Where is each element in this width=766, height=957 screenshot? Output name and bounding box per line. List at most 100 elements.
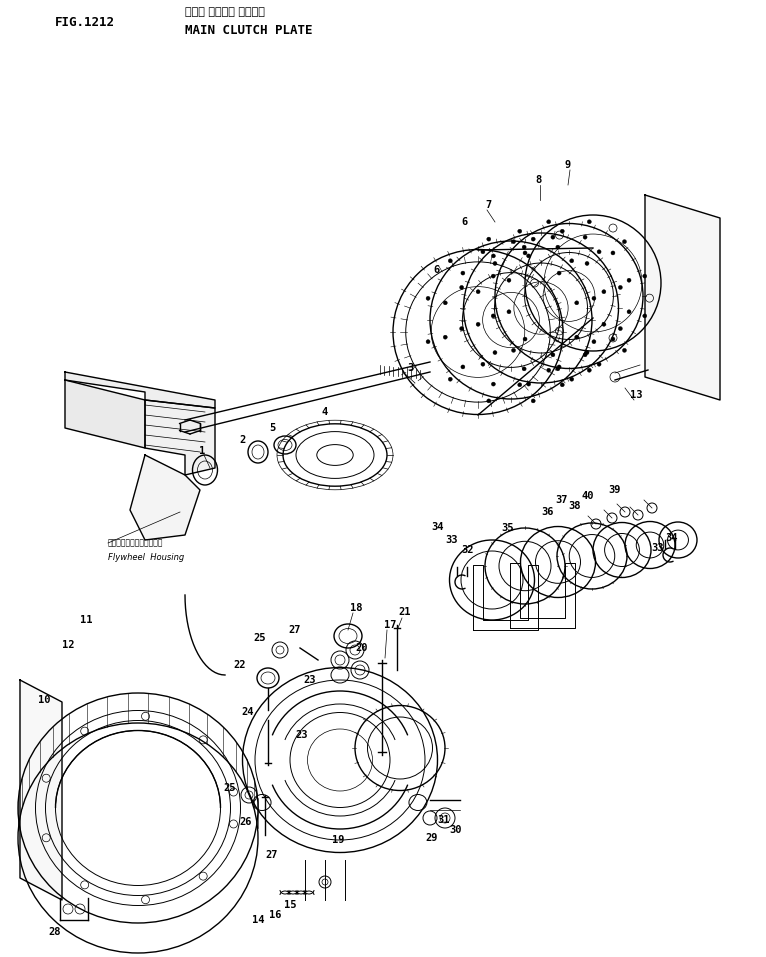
Circle shape xyxy=(532,237,535,241)
Circle shape xyxy=(570,258,574,263)
Circle shape xyxy=(476,290,480,294)
Circle shape xyxy=(526,382,531,386)
Circle shape xyxy=(597,362,601,367)
Circle shape xyxy=(623,239,627,244)
Circle shape xyxy=(426,340,430,344)
Text: 19: 19 xyxy=(332,835,344,845)
Text: 17: 17 xyxy=(384,620,396,630)
Circle shape xyxy=(491,274,496,278)
Circle shape xyxy=(426,297,430,300)
Polygon shape xyxy=(130,455,200,540)
Circle shape xyxy=(556,245,560,249)
Text: メイン クラッチ プレート: メイン クラッチ プレート xyxy=(185,7,265,17)
Circle shape xyxy=(507,278,511,282)
Text: 6: 6 xyxy=(434,265,440,275)
Text: 16: 16 xyxy=(269,910,281,920)
Text: 32: 32 xyxy=(462,545,474,555)
Circle shape xyxy=(588,368,591,372)
Text: 8: 8 xyxy=(535,175,541,185)
Circle shape xyxy=(583,353,587,357)
Text: 38: 38 xyxy=(568,501,581,511)
Circle shape xyxy=(557,365,561,369)
Polygon shape xyxy=(65,380,145,448)
Circle shape xyxy=(643,274,647,278)
Circle shape xyxy=(585,350,589,354)
Circle shape xyxy=(518,383,522,387)
Circle shape xyxy=(448,258,452,263)
Text: 15: 15 xyxy=(283,900,296,910)
Text: 33: 33 xyxy=(446,535,458,545)
Text: MAIN CLUTCH PLATE: MAIN CLUTCH PLATE xyxy=(185,24,313,36)
Circle shape xyxy=(551,353,555,357)
Text: 27: 27 xyxy=(266,850,278,860)
Text: 26: 26 xyxy=(240,817,252,827)
Text: 40: 40 xyxy=(581,491,594,501)
Circle shape xyxy=(611,337,615,341)
Text: 10: 10 xyxy=(38,695,51,705)
Polygon shape xyxy=(65,372,215,408)
Circle shape xyxy=(444,335,447,339)
Text: 12: 12 xyxy=(62,640,74,650)
Text: 34: 34 xyxy=(432,522,444,532)
Text: 5: 5 xyxy=(269,423,275,433)
Text: 3: 3 xyxy=(407,363,413,373)
Text: Flywheel  Housing: Flywheel Housing xyxy=(108,552,185,562)
Circle shape xyxy=(597,250,601,254)
Text: 2: 2 xyxy=(239,435,245,445)
Circle shape xyxy=(523,251,527,255)
Circle shape xyxy=(618,326,622,330)
Circle shape xyxy=(460,326,463,330)
Text: 20: 20 xyxy=(355,643,368,653)
Text: 21: 21 xyxy=(399,607,411,617)
Text: 34: 34 xyxy=(666,533,678,543)
Text: 14: 14 xyxy=(252,915,264,925)
Text: 35: 35 xyxy=(502,523,514,533)
Text: 24: 24 xyxy=(242,707,254,717)
Text: 37: 37 xyxy=(556,495,568,505)
Polygon shape xyxy=(20,680,62,900)
Text: フライホイールハウジング: フライホイールハウジング xyxy=(108,539,163,547)
Circle shape xyxy=(486,399,491,403)
Circle shape xyxy=(560,230,565,234)
Text: 39: 39 xyxy=(609,485,621,495)
Circle shape xyxy=(618,285,622,289)
Circle shape xyxy=(602,323,606,326)
Circle shape xyxy=(611,251,615,255)
Circle shape xyxy=(583,235,587,239)
Circle shape xyxy=(602,290,606,294)
Text: 36: 36 xyxy=(542,507,555,517)
Text: 1: 1 xyxy=(199,446,205,456)
Circle shape xyxy=(643,314,647,318)
Circle shape xyxy=(574,335,579,339)
Text: 11: 11 xyxy=(80,615,92,625)
Text: 31: 31 xyxy=(437,815,450,825)
Circle shape xyxy=(493,261,497,265)
Circle shape xyxy=(627,310,631,314)
Text: 23: 23 xyxy=(296,730,308,740)
Circle shape xyxy=(592,340,596,344)
Circle shape xyxy=(532,399,535,403)
Circle shape xyxy=(493,350,497,354)
Circle shape xyxy=(547,368,551,372)
Text: 23: 23 xyxy=(304,675,316,685)
Circle shape xyxy=(481,250,485,254)
Polygon shape xyxy=(145,400,215,475)
Circle shape xyxy=(556,367,560,371)
Text: 27: 27 xyxy=(289,625,301,635)
Polygon shape xyxy=(645,195,720,400)
Circle shape xyxy=(507,310,511,314)
Text: FIG.1212: FIG.1212 xyxy=(55,15,115,29)
Circle shape xyxy=(512,348,516,352)
Circle shape xyxy=(588,220,591,224)
Text: 29: 29 xyxy=(426,833,438,843)
Circle shape xyxy=(460,285,463,289)
Circle shape xyxy=(491,314,496,318)
Circle shape xyxy=(557,271,561,275)
Circle shape xyxy=(486,237,491,241)
Circle shape xyxy=(627,278,631,282)
Circle shape xyxy=(585,261,589,265)
Text: 25: 25 xyxy=(224,783,236,793)
Circle shape xyxy=(461,271,465,275)
Circle shape xyxy=(512,239,516,244)
Circle shape xyxy=(481,362,485,367)
